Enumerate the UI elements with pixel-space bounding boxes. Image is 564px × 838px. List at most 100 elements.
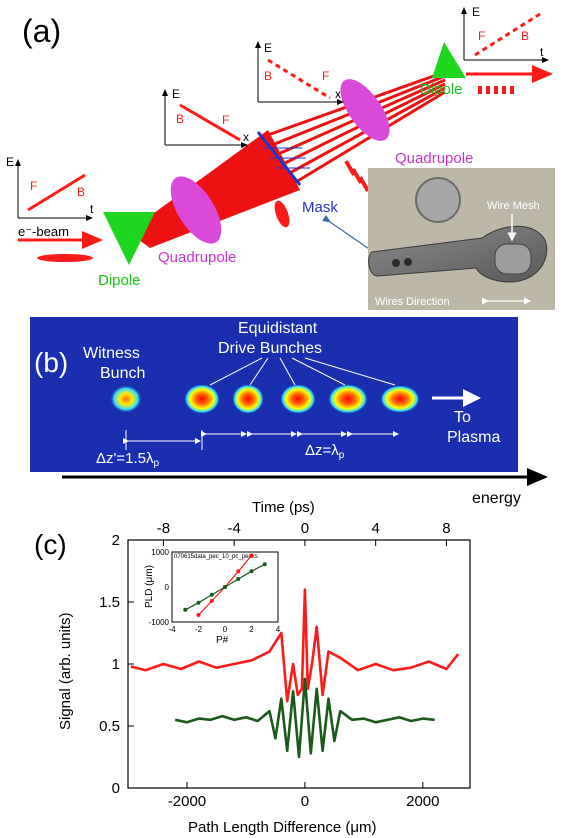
svg-text:F: F bbox=[322, 69, 329, 83]
series-green-line bbox=[174, 677, 435, 759]
dipole-right-label: Dipole bbox=[420, 81, 463, 98]
quadrupole-right-label: Quadrupole bbox=[395, 150, 473, 167]
inset-point-red-0 bbox=[196, 613, 201, 617]
witness-line-2: Bunch bbox=[100, 365, 145, 382]
svg-text:t: t bbox=[540, 45, 544, 59]
inset-x-tick-0: -4 bbox=[168, 625, 176, 634]
exit-bunches bbox=[478, 86, 514, 94]
svg-text:B: B bbox=[521, 29, 529, 43]
y-tick-label-0: 0 bbox=[112, 780, 120, 797]
svg-text:F: F bbox=[30, 179, 37, 193]
mask-bunch bbox=[274, 200, 290, 228]
inset-point-red-3 bbox=[236, 569, 241, 574]
ebeam-label: e⁻-beam bbox=[18, 224, 69, 239]
beam-cone bbox=[128, 130, 300, 248]
quadrupole-left-label: Quadrupole bbox=[158, 249, 236, 266]
axis-ticks: -2000 0 2000 0 0.5 1 1.5 2 -8 -4 0 4 8 bbox=[99, 520, 450, 810]
inset-group: -4 -2 0 2 4 1000 0 -1000 bbox=[149, 548, 281, 634]
svg-text:E: E bbox=[264, 41, 272, 55]
inset-point-green-3 bbox=[223, 585, 227, 589]
inset-xlabel: P# bbox=[216, 635, 229, 646]
inset-ylabel: PLD (μm) bbox=[144, 565, 155, 608]
phase-plot-4: E t F B bbox=[461, 5, 549, 63]
svg-text:x: x bbox=[243, 130, 249, 144]
inset-x-tick-1: -2 bbox=[195, 625, 203, 634]
inset-x-tick-4: 4 bbox=[276, 625, 281, 634]
y-tick-label-2: 1 bbox=[112, 656, 120, 673]
panel-b-label: (b) bbox=[34, 347, 68, 378]
svg-text:B: B bbox=[176, 112, 184, 126]
top-tick-label-4: 8 bbox=[442, 520, 450, 537]
inset-point-red-1 bbox=[209, 599, 214, 603]
dipole-right bbox=[432, 42, 466, 78]
inset-title: 070615data_pec_10_pc_peaks bbox=[174, 554, 258, 560]
x-tick-label-1: 0 bbox=[301, 793, 309, 810]
top-tick-label-2: 0 bbox=[301, 520, 309, 537]
drive-bunch-1 bbox=[184, 384, 220, 414]
top-tick-label-1: -4 bbox=[227, 520, 240, 537]
drive-bunch-5 bbox=[380, 385, 420, 413]
panel-a: (a) e⁻-beam Dipole Quadrupole Quadrup bbox=[6, 5, 555, 310]
y-tick-label-1: 0.5 bbox=[99, 718, 120, 735]
x-axis-title: Path Length Difference (μm) bbox=[188, 819, 376, 836]
inset-x-tick-2: 0 bbox=[223, 625, 228, 634]
inset-point-green-1 bbox=[196, 600, 201, 605]
top-axis-title: Time (ps) bbox=[252, 499, 315, 516]
witness-line-1: Witness bbox=[83, 345, 140, 362]
panel-c: (c) Time (ps) Path Length Difference (μm… bbox=[34, 499, 471, 836]
svg-text:t: t bbox=[90, 202, 94, 216]
ebeam-bunch bbox=[37, 254, 93, 262]
phase-plot-1: E t F B bbox=[6, 155, 94, 221]
svg-text:E: E bbox=[6, 155, 14, 169]
top-tick-label-0: -8 bbox=[157, 520, 170, 537]
svg-text:B: B bbox=[77, 185, 85, 199]
post-mask-bunches bbox=[344, 160, 370, 192]
wires-direction-label: Wires Direction bbox=[375, 296, 450, 308]
svg-text:E: E bbox=[172, 87, 180, 101]
energy-label: energy bbox=[472, 490, 521, 507]
dipole-left-label: Dipole bbox=[98, 272, 141, 289]
inset-y-tick-2: -1000 bbox=[149, 618, 170, 627]
inset-point-green-2 bbox=[209, 592, 214, 597]
inset-point-red-4 bbox=[249, 553, 254, 558]
quadrupole-left bbox=[170, 176, 222, 244]
to-line-2: Plasma bbox=[447, 429, 500, 446]
dipole-left bbox=[103, 212, 155, 265]
coin bbox=[415, 177, 461, 223]
inset-point-green-4 bbox=[236, 576, 241, 581]
witness-bunch bbox=[110, 385, 142, 413]
svg-text:x: x bbox=[335, 87, 341, 101]
y-tick-label-3: 1.5 bbox=[99, 594, 120, 611]
x-tick-label-0: -2000 bbox=[168, 793, 206, 810]
quadrupole-right bbox=[340, 79, 390, 141]
inset-point-green-0 bbox=[183, 607, 188, 612]
svg-text:B: B bbox=[264, 69, 272, 83]
top-tick-label-3: 4 bbox=[371, 520, 379, 537]
drive-bunch-4 bbox=[328, 384, 368, 414]
phase-plot-2: E x B F bbox=[162, 87, 249, 148]
drive-line-1: Equidistant bbox=[238, 320, 318, 337]
panel-a-label: (a) bbox=[22, 13, 61, 49]
y-axis-title: Signal (arb. units) bbox=[57, 612, 74, 730]
drive-line-2: Drive Bunches bbox=[218, 340, 322, 357]
panel-c-label: (c) bbox=[34, 529, 67, 560]
svg-text:F: F bbox=[222, 113, 229, 127]
drive-pointers bbox=[209, 357, 396, 386]
phase-plot-3: E x B F bbox=[255, 41, 344, 105]
series-group bbox=[130, 588, 460, 759]
x-tick-label-2: 2000 bbox=[406, 793, 439, 810]
drive-bunch-2 bbox=[232, 384, 264, 414]
dz-label: Δz=λp bbox=[305, 442, 345, 461]
inset-y-tick-1: 0 bbox=[165, 583, 170, 592]
dz-prime-label: Δz'=1.5λp bbox=[96, 450, 160, 469]
inset-point-green-6 bbox=[262, 562, 267, 567]
mask-label: Mask bbox=[302, 199, 338, 216]
series-red-line bbox=[130, 588, 460, 703]
svg-text:E: E bbox=[472, 5, 480, 19]
drive-bunch-3 bbox=[280, 384, 316, 414]
y-tick-label-4: 2 bbox=[112, 532, 120, 549]
spacing-markers bbox=[123, 430, 399, 450]
mask-photo: Wire Mesh Wires Direction bbox=[368, 168, 555, 310]
wire-mesh-label: Wire Mesh bbox=[487, 200, 540, 212]
